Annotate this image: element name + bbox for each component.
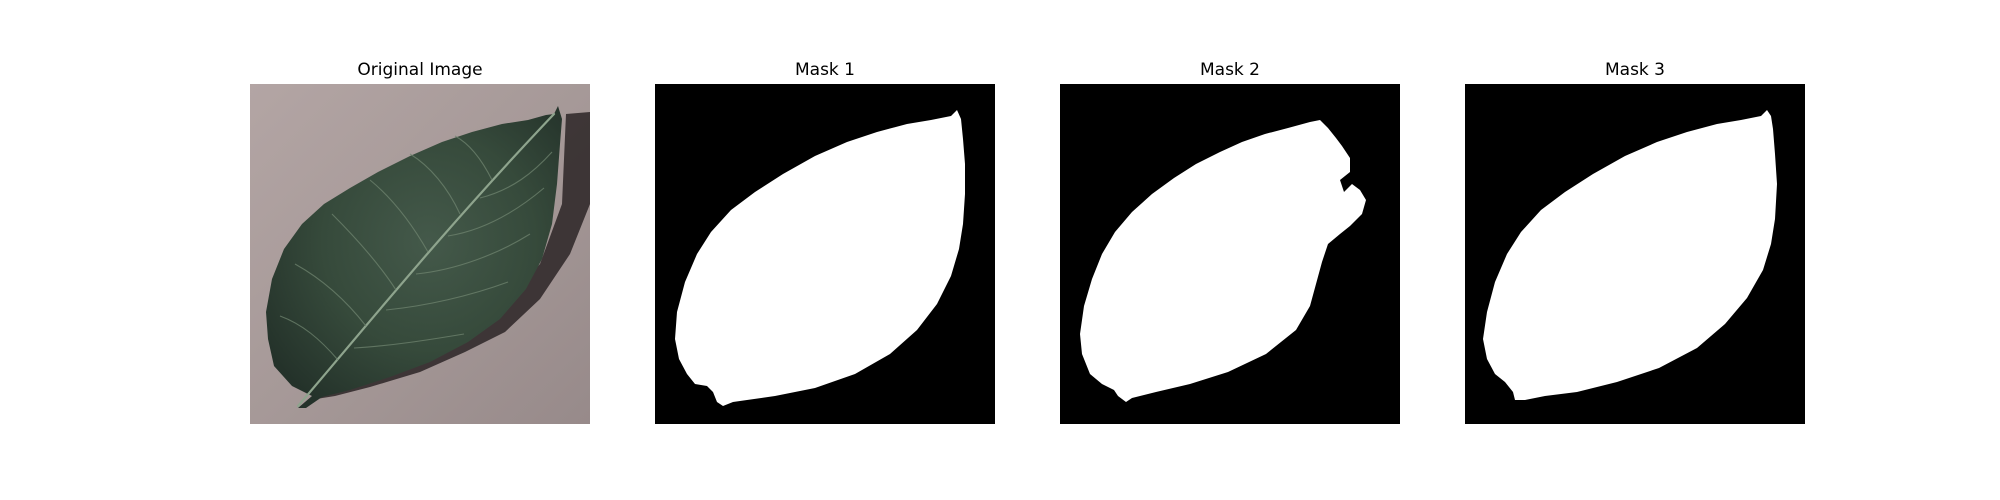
mask-2-image — [1060, 84, 1400, 424]
original-image-title: Original Image — [357, 60, 483, 80]
mask-3-foreground — [1483, 110, 1777, 400]
mask-2-foreground — [1080, 120, 1366, 402]
mask-2-panel: Mask 2 — [1060, 58, 1400, 424]
mask-3-panel: Mask 3 — [1465, 58, 1805, 424]
leaf-side-veins — [279, 135, 553, 361]
mask-1-image — [655, 84, 995, 424]
mask-1-panel: Mask 1 — [655, 58, 995, 424]
leaf — [266, 106, 562, 408]
original-image — [250, 84, 590, 424]
mask-1-foreground — [675, 110, 965, 406]
leaf-midrib — [296, 112, 556, 408]
mask-2-title: Mask 2 — [1199, 60, 1260, 80]
mask-1-title: Mask 1 — [794, 60, 855, 80]
original-image-panel: Original Image — [250, 58, 590, 424]
mask-3-title: Mask 3 — [1604, 60, 1665, 80]
mask-3-image — [1465, 84, 1805, 424]
